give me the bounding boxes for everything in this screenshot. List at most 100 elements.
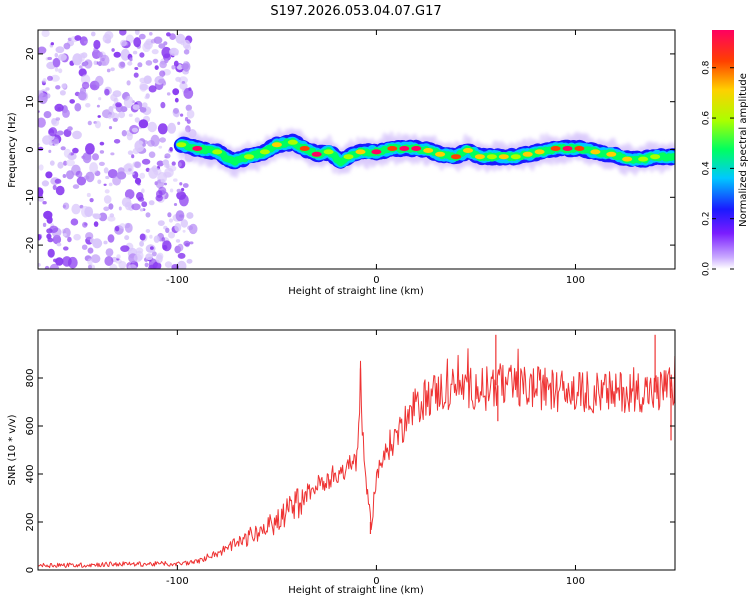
noise-blob: [103, 183, 107, 186]
noise-blob: [50, 42, 54, 46]
noise-blob: [144, 262, 149, 268]
noise-blob: [115, 102, 122, 108]
noise-blob: [77, 91, 87, 101]
noise-blob: [134, 177, 142, 185]
noise-blob: [173, 60, 179, 67]
noise-blob: [126, 80, 131, 86]
noise-blob: [162, 245, 168, 250]
noise-blob: [118, 61, 126, 69]
noise-blob: [167, 122, 176, 134]
noise-blob: [170, 48, 176, 54]
noise-blob: [108, 106, 114, 113]
noise-blob: [123, 95, 134, 109]
noise-blob: [118, 111, 126, 119]
noise-blob: [63, 42, 71, 50]
noise-blob: [93, 221, 99, 227]
noise-blob: [182, 39, 191, 50]
noise-blob: [139, 233, 146, 241]
noise-blob: [97, 115, 101, 118]
noise-blob: [89, 198, 94, 203]
noise-blob: [85, 171, 95, 183]
ridge-peak: [244, 154, 254, 160]
colorbar-tick-label: 0.2: [702, 212, 712, 226]
noise-blob: [94, 120, 101, 129]
x-tick-label: 0: [373, 576, 379, 587]
noise-blob: [48, 149, 52, 153]
noise-blob: [62, 204, 66, 209]
noise-blob: [92, 153, 99, 161]
ridge-peak: [451, 154, 461, 160]
noise-blob: [104, 88, 110, 96]
noise-blob: [121, 130, 127, 137]
noise-blob: [55, 46, 65, 54]
noise-blob: [119, 223, 126, 229]
noise-blob: [149, 32, 153, 36]
noise-blob: [55, 185, 65, 196]
noise-blob: [85, 143, 95, 155]
noise-blob: [104, 31, 114, 40]
noise-blob: [107, 169, 118, 179]
noise-blob: [104, 189, 110, 194]
noise-blob: [97, 179, 102, 185]
noise-blob: [133, 37, 142, 48]
noise-blob: [139, 52, 145, 58]
ridge-peak: [474, 154, 485, 160]
x-tick-label: 100: [566, 576, 585, 587]
noise-blob: [177, 252, 186, 259]
noise-blob: [54, 178, 62, 184]
snr-frame: [37, 329, 676, 571]
noise-blob: [175, 76, 182, 82]
noise-blob: [62, 174, 67, 178]
noise-blob: [143, 75, 152, 84]
noise-blob: [152, 58, 159, 64]
noise-blob: [182, 183, 189, 188]
noise-blob: [81, 61, 88, 67]
noise-blob: [134, 30, 140, 35]
ridge: [173, 127, 675, 179]
noise-blob: [70, 218, 79, 226]
noise-blob: [118, 261, 127, 269]
noise-blob: [41, 30, 50, 38]
noise-blob: [164, 153, 171, 159]
noise-blob: [55, 85, 61, 90]
noise-blob: [56, 242, 62, 247]
noise-blob: [67, 236, 72, 243]
noise-blob: [137, 62, 143, 68]
noise-blob: [107, 215, 116, 222]
noise-blob: [127, 61, 133, 66]
noise-blob: [185, 104, 192, 112]
y-tick-label: 800: [25, 368, 36, 387]
noise-blob: [177, 243, 184, 252]
noise-blob: [65, 159, 75, 167]
ridge-peak: [423, 148, 434, 153]
noise-blob: [131, 203, 141, 211]
noise-blob: [139, 208, 144, 212]
noise-blob: [43, 111, 52, 119]
ridge-peak: [534, 149, 545, 155]
noise-blob: [161, 46, 172, 59]
noise-blob: [55, 257, 64, 266]
noise-blob: [84, 59, 93, 69]
noise-blob: [162, 159, 169, 165]
noise-blob: [81, 205, 90, 218]
noise-blob: [105, 248, 114, 257]
noise-blob: [176, 191, 187, 200]
ridge-peak: [192, 146, 203, 151]
x-tick-label: -100: [166, 576, 189, 587]
noise-blob: [178, 162, 182, 168]
y-tick-label: 600: [25, 416, 36, 435]
chart-title: S197.2026.053.04.07.G17: [270, 4, 441, 19]
noise-blob: [148, 151, 156, 158]
y-tick-label: -10: [25, 189, 36, 205]
noise-blob: [121, 92, 128, 100]
ridge-peak: [287, 139, 298, 145]
noise-blob: [151, 251, 157, 257]
x-tick-label: 0: [373, 275, 379, 286]
noise-blob: [151, 49, 159, 55]
snr-panel: -100 0 100 0 200 400 600 800 Height of straight…: [7, 329, 676, 596]
noise-blob: [154, 65, 159, 70]
noise-blob: [107, 114, 112, 120]
noise-blob: [132, 50, 138, 55]
noise-blob: [133, 253, 143, 263]
